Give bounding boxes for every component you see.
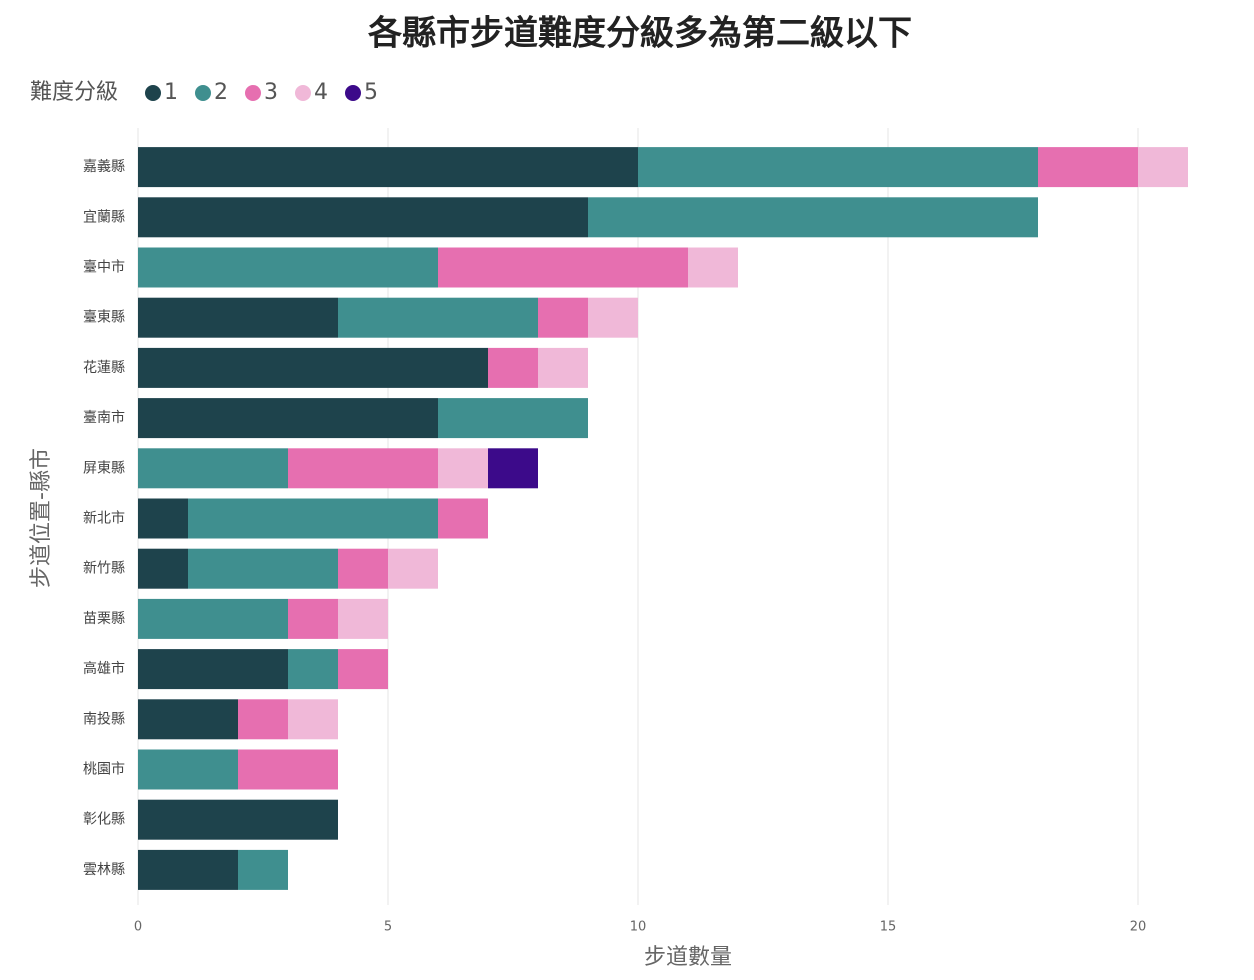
bar-segment [138,448,288,489]
y-tick-label: 新竹縣 [83,561,125,577]
y-tick-label: 屏東縣 [83,460,125,476]
legend-marker [145,85,161,101]
bar-segment [288,649,338,690]
bar-segment [338,548,388,589]
bar-segment [388,548,438,589]
bar-segment [538,347,588,388]
bar-segment [338,649,388,690]
legend-marker [245,85,261,101]
y-tick-label: 雲林縣 [83,862,125,878]
legend-label: 1 [164,80,178,105]
bar-segment [138,347,488,388]
bar-segment [138,297,338,338]
bar-segment [188,498,438,539]
bar-segment [438,498,488,539]
legend-marker [195,85,211,101]
bar-segment [138,849,238,890]
bar-segment [238,849,288,890]
x-tick-label: 15 [880,920,897,935]
y-tick-label: 彰化縣 [83,811,125,828]
legend-label: 4 [314,80,328,105]
bar-segment [288,699,338,740]
bar-segment [238,699,288,740]
legend-label: 5 [364,80,378,105]
y-tick-label: 花蓮縣 [83,360,125,376]
y-tick-label: 新北市 [83,510,125,527]
y-axis-title: 步道位置-縣市 [29,448,54,588]
bar-segment [288,448,438,489]
bar-segment [138,498,188,539]
x-tick-label: 5 [384,920,392,935]
bar-segment [138,548,188,589]
x-tick-label: 10 [630,920,647,935]
bar-segment [138,799,338,840]
bar-segment [1038,147,1138,188]
y-tick-label: 桃園市 [83,761,125,778]
bar-segment [488,448,538,489]
bar-segment [288,598,338,639]
bar-segment [438,398,588,439]
bar-segment [138,147,638,188]
y-tick-label: 宜蘭縣 [83,209,125,225]
bar-segment [138,749,238,790]
bar-segment [588,297,638,338]
bar-segment [138,649,288,690]
bar-segment [238,749,338,790]
bar-segment [438,247,688,288]
y-tick-label: 高雄市 [83,660,125,677]
bar-segment [138,699,238,740]
bar-segment [138,197,588,238]
legend-label: 2 [214,80,228,105]
y-tick-label: 臺東縣 [83,310,125,326]
bar-segment [338,598,388,639]
bar-segment [688,247,738,288]
bar-segment [1138,147,1188,188]
legend-marker [345,85,361,101]
bar-segment [138,398,438,439]
bar-segment [538,297,588,338]
bar-segment [488,347,538,388]
bar-segment [588,197,1038,238]
bar-segment [188,548,338,589]
legend-marker [295,85,311,101]
y-tick-label: 臺南市 [83,409,125,426]
bar-segment [138,247,438,288]
x-tick-label: 20 [1130,920,1147,935]
y-tick-label: 苗栗縣 [83,611,125,627]
bar-segment [438,448,488,489]
bar-segment [638,147,1038,188]
y-tick-label: 臺中市 [83,259,125,276]
y-tick-label: 嘉義縣 [83,158,125,175]
bar-segment [138,598,288,639]
legend-title: 難度分級 [30,80,118,105]
legend-label: 3 [264,80,278,105]
chart-title: 各縣市步道難度分級多為第二級以下 [368,14,912,54]
x-tick-label: 0 [134,920,142,935]
bar-segment [338,297,538,338]
x-axis-title: 步道數量 [644,945,732,970]
y-tick-label: 南投縣 [83,711,125,727]
